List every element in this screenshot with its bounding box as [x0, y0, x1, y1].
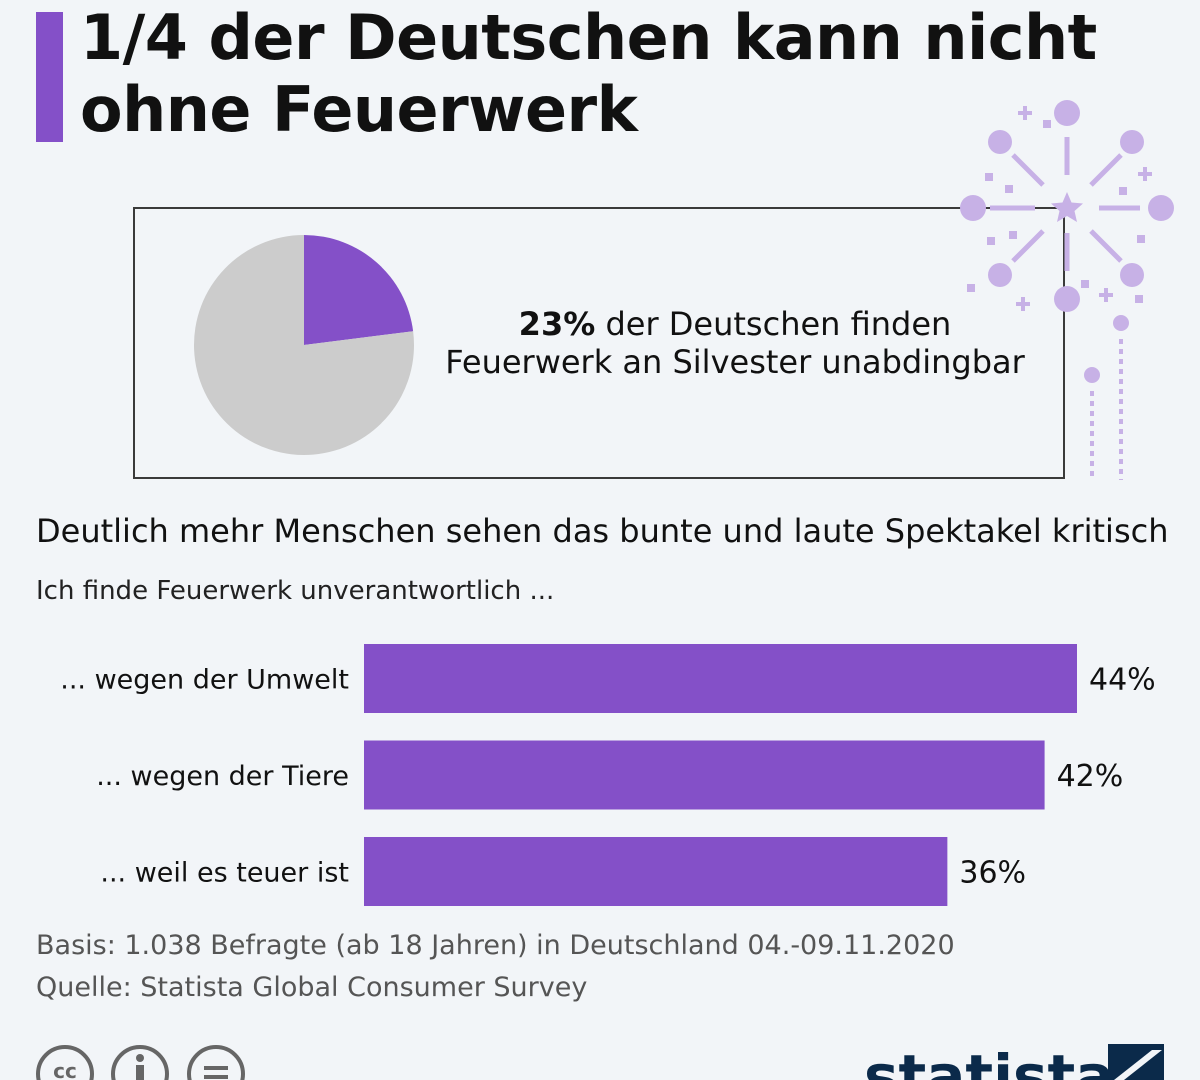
- bar-category-label: ... wegen der Umwelt: [60, 665, 349, 696]
- fireworks-illustration: [960, 100, 1174, 480]
- firework-ray: [1089, 229, 1123, 263]
- pie-caption: 23% der Deutschen finden Feuerwerk an Si…: [410, 305, 1060, 381]
- firework-dot: [988, 130, 1012, 154]
- chart-subtitle: Deutlich mehr Menschen sehen das bunte u…: [36, 512, 1169, 550]
- svg-text:cc: cc: [53, 1059, 77, 1080]
- statista-logo[interactable]: statista: [862, 1030, 1172, 1080]
- page-title: 1/4 der Deutschen kann nicht ohne Feuerw…: [80, 2, 1180, 146]
- statista-logo-icon: [1108, 1044, 1164, 1080]
- pie-slice-1: [193, 235, 414, 455]
- firework-dot: [1120, 130, 1144, 154]
- bar: [364, 644, 1077, 713]
- bar-category-label: ... wegen der Tiere: [96, 761, 349, 792]
- firework-ray: [1089, 153, 1123, 187]
- bar-value-label: 36%: [959, 856, 1026, 891]
- title-line-1: 1/4 der Deutschen kann nicht: [80, 1, 1097, 74]
- firework-dot: [1148, 195, 1174, 221]
- cc-icon[interactable]: cc: [36, 1045, 94, 1080]
- firework-dot: [1054, 286, 1080, 312]
- bar-chart: ... wegen der Umwelt 44% ... wegen der Tie…: [60, 644, 1156, 906]
- pie-chart: [193, 235, 414, 455]
- footer-basis: Basis: 1.038 Befragte (ab 18 Jahren) in …: [36, 930, 955, 961]
- pie-caption-line-2: Feuerwerk an Silvester unabdingbar: [445, 343, 1025, 381]
- title-line-2: ohne Feuerwerk: [80, 73, 638, 146]
- pie-value-label: 23%: [518, 305, 596, 343]
- title-accent-bar: [36, 12, 63, 142]
- license-icons[interactable]: cc: [36, 1044, 246, 1080]
- firework-dot: [988, 263, 1012, 287]
- bar-category-label: ... weil es teuer ist: [100, 858, 349, 889]
- bar: [364, 740, 1045, 810]
- pie-caption-rest: der Deutschen finden: [595, 305, 952, 343]
- footer-source: Quelle: Statista Global Consumer Survey: [36, 972, 588, 1003]
- firework-dot: [960, 195, 986, 221]
- firework-ray: [1011, 153, 1045, 187]
- bar-chart-question: Ich finde Feuerwerk unverantwortlich ...: [36, 576, 555, 606]
- info-icon[interactable]: [111, 1045, 169, 1080]
- firework-dot: [1120, 263, 1144, 287]
- equals-icon[interactable]: [187, 1045, 245, 1080]
- bar: [364, 837, 948, 906]
- bar-value-label: 42%: [1057, 759, 1124, 794]
- firework-ray: [1011, 229, 1045, 263]
- bar-value-label: 44%: [1089, 663, 1156, 698]
- firework-dot: [1054, 100, 1080, 126]
- firework-star-icon: [1051, 192, 1083, 222]
- statista-logo-text: statista: [864, 1042, 1114, 1080]
- pie-slice-0: [304, 235, 414, 345]
